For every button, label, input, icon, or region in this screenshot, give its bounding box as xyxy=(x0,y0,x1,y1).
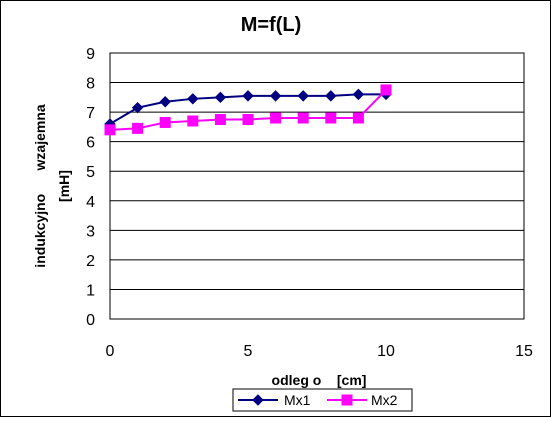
legend-item-Mx1: Mx1 xyxy=(238,392,311,408)
y-tick-label: 4 xyxy=(86,194,95,211)
y-tick-labels: 0 1 2 3 4 5 6 7 8 9 xyxy=(86,46,95,329)
data-point xyxy=(380,84,392,96)
data-point xyxy=(159,116,171,128)
series-layer xyxy=(104,84,392,136)
y-tick-label: 1 xyxy=(86,282,95,299)
x-tick-label: 0 xyxy=(106,343,115,360)
data-point xyxy=(187,115,199,127)
legend: Mx1 Mx2 xyxy=(238,392,398,408)
y-axis-label: indukcyjno wzajemna [mH] xyxy=(32,104,72,268)
data-point xyxy=(269,90,282,102)
legend-marker xyxy=(341,394,353,406)
data-point xyxy=(242,114,254,125)
data-point xyxy=(187,93,199,105)
y-tick-label: 7 xyxy=(86,105,95,122)
y-tick-label: 5 xyxy=(86,164,95,181)
y-tick-label: 3 xyxy=(86,223,95,240)
legend-item-Mx2: Mx2 xyxy=(327,392,398,408)
y-tick-label: 6 xyxy=(86,135,95,152)
data-point xyxy=(214,114,226,125)
y-tick-label: 8 xyxy=(86,76,95,93)
legend-label: Mx2 xyxy=(371,392,398,408)
data-point xyxy=(325,90,337,102)
y-tick-label: 0 xyxy=(86,312,95,329)
data-point xyxy=(352,88,365,101)
data-point xyxy=(297,90,309,102)
data-point xyxy=(104,124,116,136)
data-point xyxy=(159,96,171,108)
chart-title: M=f(L) xyxy=(241,14,302,36)
y-tick-label: 2 xyxy=(86,253,95,270)
x-tick-label: 15 xyxy=(515,343,533,360)
x-axis-label: odleg o [cm] xyxy=(272,372,367,388)
data-point xyxy=(214,91,227,104)
plot-area xyxy=(109,52,525,320)
data-point xyxy=(242,90,254,102)
legend-marker xyxy=(252,394,264,406)
series-Mx2 xyxy=(104,84,392,136)
y-axis-label-line1: indukcyjno wzajemna xyxy=(32,104,48,268)
data-point xyxy=(297,112,309,124)
legend-box xyxy=(232,388,413,412)
y-tick-label: 9 xyxy=(86,46,95,63)
y-axis-label-line2: [mH] xyxy=(56,170,72,202)
data-point xyxy=(131,101,144,114)
data-point xyxy=(270,112,282,124)
x-tick-label: 5 xyxy=(244,343,253,360)
x-tick-label: 10 xyxy=(377,343,395,360)
legend-label: Mx1 xyxy=(284,392,311,408)
data-point xyxy=(132,122,144,134)
data-point xyxy=(352,112,364,124)
data-point xyxy=(325,112,337,124)
gridlines xyxy=(110,52,524,320)
x-tick-labels: 0 5 10 15 xyxy=(106,343,533,360)
